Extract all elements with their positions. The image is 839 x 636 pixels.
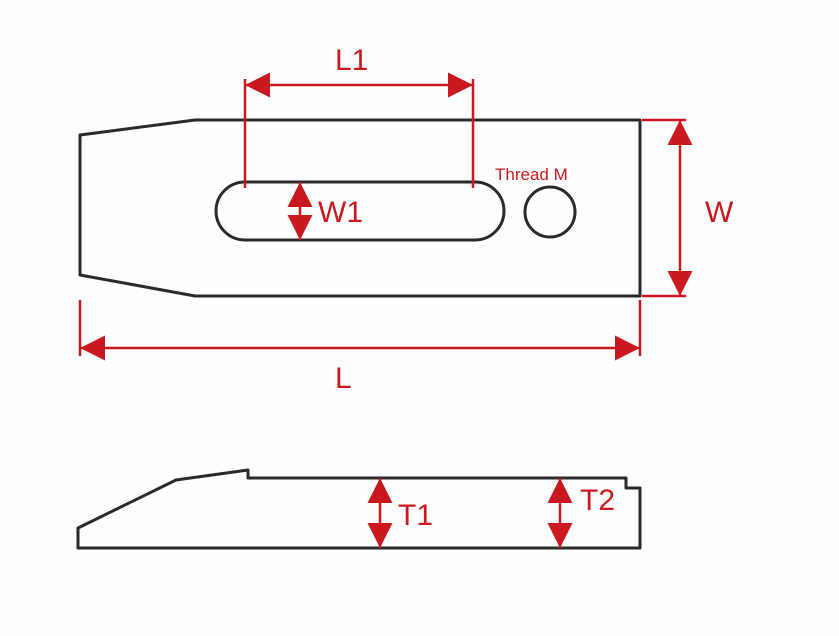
thread-hole — [525, 187, 575, 237]
dimension-T2: T2 — [560, 478, 615, 548]
label-T1: T1 — [398, 499, 433, 532]
label-thread-m: Thread M — [495, 165, 568, 184]
label-W1: W1 — [318, 196, 363, 229]
dimension-L: L — [80, 300, 640, 395]
dimension-W1: W1 — [300, 182, 363, 240]
label-L1: L1 — [335, 44, 368, 77]
label-T2: T2 — [580, 484, 615, 517]
dimension-W: W — [642, 120, 734, 296]
label-L: L — [335, 362, 352, 395]
dimension-L1: L1 — [245, 44, 473, 188]
dimension-T1: T1 — [380, 478, 433, 548]
side-view-outline — [78, 470, 640, 548]
label-W: W — [705, 196, 734, 229]
